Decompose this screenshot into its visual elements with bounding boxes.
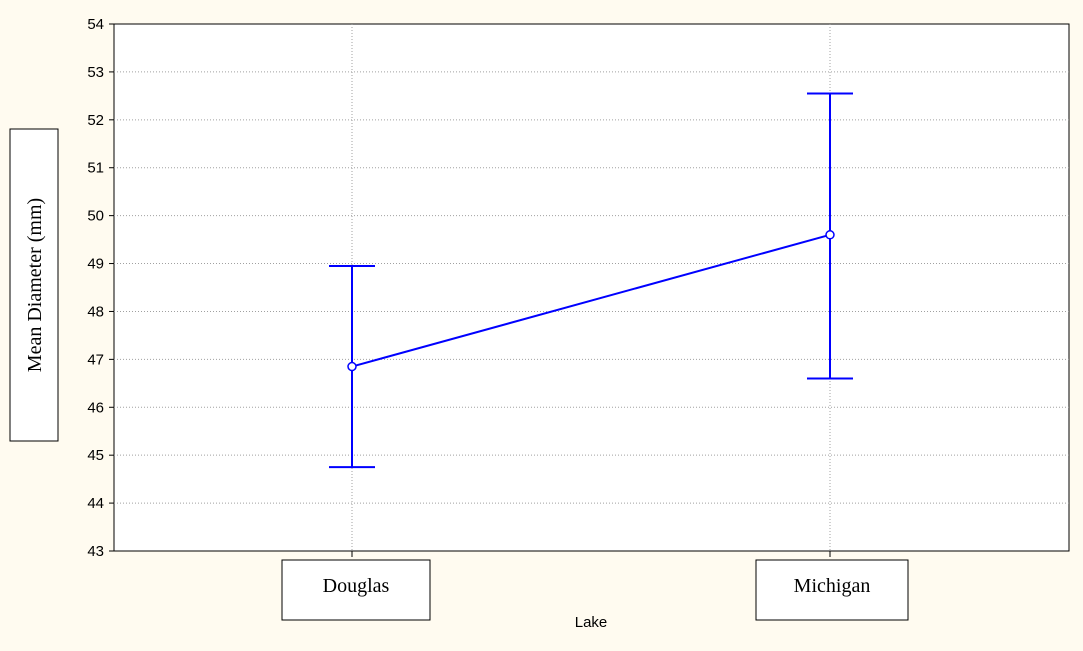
grid-lines	[114, 24, 1069, 551]
y-axis-label-box	[9, 128, 59, 442]
y-tick-label: 53	[87, 64, 104, 81]
series-line	[351, 233, 831, 368]
y-tick-label: 51	[87, 160, 104, 177]
y-tick-label: 54	[87, 16, 104, 33]
x-category-box	[281, 559, 431, 621]
y-tick-label: 46	[87, 399, 104, 416]
x-axis-label: Lake	[575, 614, 608, 631]
x-category-box	[755, 559, 909, 621]
y-tick-label: 43	[87, 543, 104, 560]
y-tick-label: 49	[87, 256, 104, 273]
y-axis-label: Mean Diameter (mm)	[24, 198, 46, 372]
plot-area	[113, 23, 1070, 552]
series-layer	[329, 92, 853, 469]
y-axis-ticks: 43 44 45 46 47 48 49 50 51 52 53 54	[87, 16, 114, 560]
y-tick-label: 52	[87, 112, 104, 129]
data-point-marker	[825, 230, 835, 240]
x-axis-ticks: Douglas Michigan	[281, 551, 909, 621]
y-tick-label: 47	[87, 351, 104, 368]
y-tick-label: 48	[87, 303, 104, 320]
x-category-label: Michigan	[794, 575, 871, 597]
y-tick-label: 44	[87, 495, 104, 512]
y-tick-label: 50	[87, 208, 104, 225]
y-tick-label: 45	[87, 447, 104, 464]
data-point-marker	[347, 361, 357, 372]
x-category-label: Douglas	[323, 575, 390, 597]
